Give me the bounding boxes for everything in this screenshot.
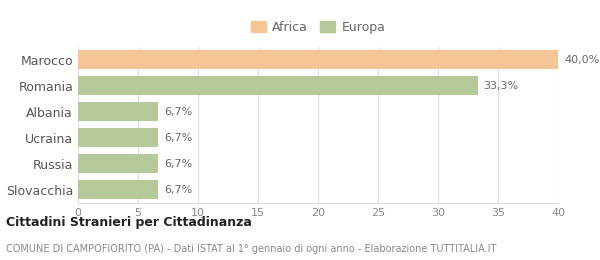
Bar [78, 76, 478, 95]
Bar [78, 180, 158, 199]
Text: COMUNE DI CAMPOFIORITO (PA) - Dati ISTAT al 1° gennaio di ogni anno - Elaborazio: COMUNE DI CAMPOFIORITO (PA) - Dati ISTAT… [6, 244, 496, 254]
Text: 6,7%: 6,7% [164, 133, 193, 143]
Bar [78, 102, 158, 121]
Bar [78, 128, 158, 147]
Bar [78, 154, 158, 173]
Text: 6,7%: 6,7% [164, 185, 193, 195]
Text: Cittadini Stranieri per Cittadinanza: Cittadini Stranieri per Cittadinanza [6, 216, 252, 229]
Bar [78, 50, 558, 69]
Text: 33,3%: 33,3% [484, 81, 519, 91]
Text: 6,7%: 6,7% [164, 107, 193, 117]
Text: 40,0%: 40,0% [564, 55, 599, 65]
Text: 6,7%: 6,7% [164, 159, 193, 169]
Legend: Africa, Europa: Africa, Europa [247, 17, 389, 37]
